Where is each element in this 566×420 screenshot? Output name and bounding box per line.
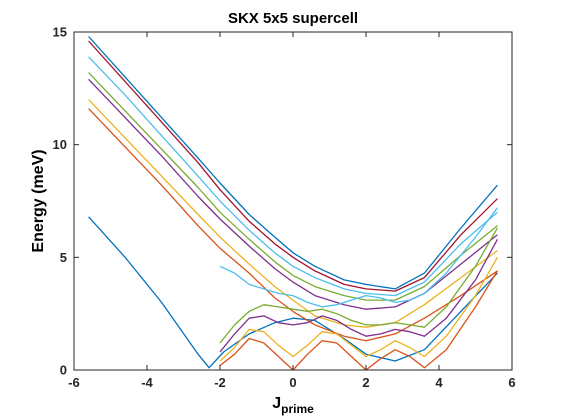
- x-tick-label-5: 4: [435, 375, 443, 390]
- x-tick-label-6: 6: [508, 375, 515, 390]
- y-tick-label-1: 5: [60, 250, 67, 265]
- x-tick-label-0: -6: [68, 375, 80, 390]
- x-tick-label-2: -2: [214, 375, 226, 390]
- chart-title: SKX 5x5 supercell: [228, 10, 358, 27]
- y-tick-label-2: 10: [53, 137, 67, 152]
- x-axis-label-base: J: [272, 395, 281, 412]
- plot-area: [74, 32, 512, 370]
- y-tick-label-3: 15: [53, 25, 67, 40]
- x-axis-label-subscript: prime: [281, 402, 314, 416]
- x-tick-label-1: -4: [141, 375, 153, 390]
- x-tick-label-4: 2: [362, 375, 369, 390]
- y-axis-label: Energy (meV): [30, 149, 47, 252]
- y-tick-label-0: 0: [60, 363, 67, 378]
- x-tick-label-3: 0: [289, 375, 296, 390]
